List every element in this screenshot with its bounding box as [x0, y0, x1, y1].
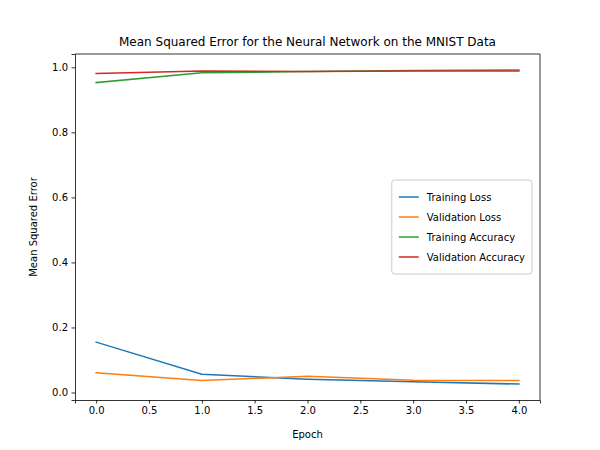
tick: 2.5: [353, 400, 369, 416]
series-line: [96, 70, 519, 83]
tick-mark: [72, 327, 76, 328]
tick-label: 0.2: [52, 322, 68, 333]
series-line: [96, 373, 519, 381]
tick-label: 3.0: [406, 405, 422, 416]
legend-label: Validation Accuracy: [427, 252, 525, 263]
legend-swatch: [399, 256, 419, 258]
tick-label: 2.5: [353, 405, 369, 416]
tick-mark: [72, 262, 76, 263]
title: Mean Squared Error for the Neural Networ…: [119, 35, 496, 49]
tick: 0.5: [142, 400, 158, 416]
tick-mark: [72, 393, 76, 394]
tick-mark: [255, 400, 256, 404]
tick-label: 0.0: [52, 387, 68, 398]
tick-label: 1.0: [52, 62, 68, 73]
tick: 0.2: [52, 322, 75, 333]
tick: 1.0: [52, 62, 75, 73]
tick-mark: [466, 400, 467, 404]
y-axis-title: Mean Squared Error: [28, 176, 39, 276]
tick-label: 3.5: [459, 405, 475, 416]
tick-label: 0.4: [52, 257, 68, 268]
tick: 3.0: [406, 400, 422, 416]
tick-mark: [149, 400, 150, 404]
tick: 1.0: [194, 400, 210, 416]
legend-box: [392, 180, 532, 274]
tick: 0.8: [52, 127, 75, 138]
tick-mark: [519, 400, 520, 404]
tick: 1.5: [247, 400, 263, 416]
legend-swatch: [399, 216, 419, 218]
tick-mark: [360, 400, 361, 404]
tick-label: 1.5: [247, 405, 263, 416]
legend-swatch: [399, 236, 419, 238]
legend-label: Training Loss: [426, 192, 492, 203]
tick-mark: [72, 197, 76, 198]
tick-label: 0.5: [142, 405, 158, 416]
tick: 0.0: [89, 400, 105, 416]
tick: 0.4: [52, 257, 75, 268]
tick-label: 0.8: [52, 127, 68, 138]
tick-mark: [72, 67, 76, 68]
tick-mark: [96, 400, 97, 404]
legend-label: Validation Loss: [427, 212, 502, 223]
tick: 0.6: [52, 192, 75, 203]
tick-mark: [72, 132, 76, 133]
legend: Training Loss Validation Loss Training Acc…: [392, 180, 532, 274]
tick-mark: [202, 400, 203, 404]
tick-label: 0.0: [89, 405, 105, 416]
tick-label: 2.0: [300, 405, 316, 416]
tick-mark: [413, 400, 414, 404]
x-axis: 0.0 0.5 1.0 1.5 2.0 2.5 3.0 3.5 4.0: [76, 400, 541, 416]
chart: 0.00.51.01.52.02.53.03.54.00.00.20.40.60…: [0, 0, 600, 450]
tick-mark: [308, 400, 309, 404]
series-line: [96, 71, 519, 74]
frame-right: [540, 54, 541, 400]
x-axis-title: Epoch: [292, 429, 323, 440]
tick: 0.0: [52, 387, 75, 398]
axis-line: [72, 55, 76, 401]
legend-label: Training Accuracy: [426, 232, 515, 243]
y-axis: 0.0 0.2 0.4 0.6 0.8 1.0: [52, 55, 75, 401]
tick-label: 4.0: [511, 405, 527, 416]
legend-swatch: [399, 196, 419, 198]
tick: 2.0: [300, 400, 316, 416]
series-line: [96, 342, 519, 384]
plot-area: 0.00.51.01.52.02.53.03.54.00.00.20.40.60…: [52, 54, 540, 416]
tick-label: 0.6: [52, 192, 68, 203]
tick: 4.0: [511, 400, 527, 416]
tick-label: 1.0: [194, 405, 210, 416]
axis-line: [76, 401, 541, 404]
tick: 3.5: [459, 400, 475, 416]
frame-top: [75, 54, 540, 55]
